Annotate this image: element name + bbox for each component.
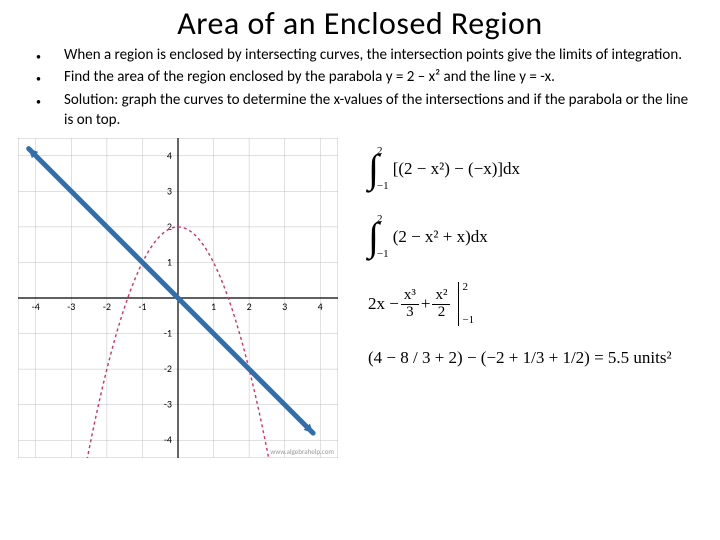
expr-part: + [421, 294, 431, 314]
svg-text:-2: -2 [164, 362, 172, 375]
expr-part: 2x − [368, 294, 399, 314]
graph-container: -4 -3 -2 -1 1 2 3 4 1 2 3 4 -1 -2 -3 -4 www.algebrahelp.… [18, 138, 338, 463]
svg-text:3: 3 [282, 300, 287, 313]
bullet-dot-icon: • [36, 72, 41, 86]
svg-text:4: 4 [167, 149, 172, 162]
svg-text:-3: -3 [164, 398, 172, 411]
equation-result: (4 − 8 / 3 + 2) − (−2 + 1/3 + 1/2) = 5.5… [368, 348, 702, 368]
bullet-item: • Find the area of the region enclosed b… [64, 67, 700, 87]
eval-bar-icon: 2 −1 [458, 282, 474, 326]
svg-text:-1: -1 [138, 300, 146, 313]
integrand: (2 − x² + x)dx [393, 227, 488, 247]
svg-text:2: 2 [167, 220, 172, 233]
bullet-item: • When a region is enclosed by intersect… [64, 45, 700, 65]
bullet-text: When a region is enclosed by intersectin… [64, 45, 700, 65]
bullet-dot-icon: • [36, 95, 41, 109]
svg-text:1: 1 [211, 300, 216, 313]
result-text: (4 − 8 / 3 + 2) − (−2 + 1/3 + 1/2) = 5.5… [368, 348, 672, 368]
svg-text:2: 2 [247, 300, 252, 313]
integrand: [(2 − x²) − (−x)]dx [393, 159, 520, 179]
bullet-dot-icon: • [36, 50, 41, 64]
fraction: x² 2 [432, 288, 450, 321]
equation-integral-2: ∫ 2 −1 (2 − x² + x)dx [368, 214, 702, 260]
svg-text:4: 4 [318, 300, 323, 313]
svg-text:1: 1 [167, 255, 172, 268]
bullet-text: Find the area of the region enclosed by … [64, 67, 700, 87]
svg-text:-3: -3 [67, 300, 75, 313]
svg-text:-4: -4 [164, 433, 172, 446]
svg-text:-1: -1 [164, 327, 172, 340]
svg-text:3: 3 [167, 184, 172, 197]
bullet-item: • Solution: graph the curves to determin… [64, 90, 700, 131]
fraction: x³ 3 [401, 288, 419, 321]
integral-icon: ∫ [368, 155, 379, 183]
svg-text:-4: -4 [32, 300, 40, 313]
equation-evaluated: 2x − x³ 3 + x² 2 2 −1 [368, 282, 702, 326]
integral-icon: ∫ [368, 223, 379, 251]
svg-text:www.algebrahelp.com: www.algebrahelp.com [270, 447, 334, 456]
bullet-list: • When a region is enclosed by intersect… [0, 43, 720, 138]
equation-integral-1: ∫ 2 −1 [(2 − x²) − (−x)]dx [368, 146, 702, 192]
graph-plot: -4 -3 -2 -1 1 2 3 4 1 2 3 4 -1 -2 -3 -4 www.algebrahelp.… [18, 138, 338, 458]
equation-panel: ∫ 2 −1 [(2 − x²) − (−x)]dx ∫ 2 −1 (2 − x… [368, 138, 702, 463]
page-title: Area of an Enclosed Region [0, 0, 720, 43]
svg-text:-2: -2 [103, 300, 111, 313]
bullet-text: Solution: graph the curves to determine … [64, 90, 700, 131]
